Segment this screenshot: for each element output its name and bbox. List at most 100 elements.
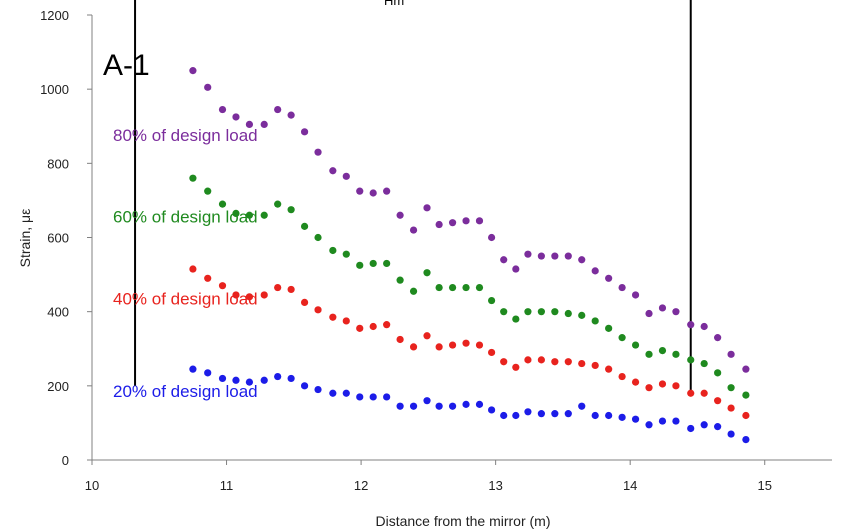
data-point bbox=[714, 334, 722, 342]
data-point bbox=[578, 359, 586, 368]
x-ticks: 10 11 12 13 14 15 bbox=[85, 460, 772, 493]
data-point bbox=[218, 200, 227, 208]
data-point bbox=[260, 211, 268, 219]
data-point bbox=[356, 393, 364, 401]
data-point bbox=[232, 113, 240, 121]
data-point bbox=[618, 283, 626, 292]
series-label: 80% of design load bbox=[113, 126, 258, 145]
data-point bbox=[591, 411, 599, 420]
data-point bbox=[591, 267, 599, 275]
series-label: 20% of design load bbox=[113, 382, 258, 401]
data-point bbox=[369, 393, 377, 401]
data-point bbox=[329, 313, 337, 321]
data-point bbox=[742, 436, 750, 444]
data-point bbox=[605, 274, 613, 282]
data-point bbox=[274, 200, 282, 208]
data-point bbox=[314, 306, 322, 314]
data-point bbox=[423, 269, 431, 277]
data-point bbox=[396, 402, 404, 410]
data-point bbox=[742, 411, 750, 420]
data-point bbox=[435, 402, 443, 410]
data-point bbox=[500, 308, 508, 316]
data-point bbox=[423, 397, 431, 405]
data-point bbox=[189, 67, 197, 75]
series-labels: 80% of design load 60% of design load 40% … bbox=[113, 126, 258, 401]
data-point bbox=[287, 111, 295, 119]
data-point bbox=[204, 274, 212, 282]
panel-label: A-1 bbox=[103, 49, 150, 82]
data-point bbox=[204, 369, 212, 377]
x-tick-label: 13 bbox=[488, 478, 502, 493]
data-point bbox=[524, 308, 532, 316]
data-point bbox=[564, 252, 572, 260]
data-point bbox=[631, 378, 640, 386]
data-point bbox=[672, 350, 680, 358]
data-point bbox=[423, 332, 431, 340]
data-point bbox=[537, 410, 545, 418]
y-tick-label: 200 bbox=[47, 379, 69, 394]
data-point bbox=[672, 308, 680, 316]
data-point bbox=[700, 389, 708, 397]
data-point bbox=[537, 252, 545, 260]
data-point bbox=[245, 120, 254, 128]
data-point bbox=[551, 358, 559, 366]
data-point bbox=[409, 343, 418, 351]
plot-area bbox=[92, 15, 832, 460]
data-point bbox=[300, 382, 309, 390]
x-tick-label: 15 bbox=[757, 478, 771, 493]
data-point bbox=[618, 334, 626, 342]
data-point bbox=[537, 356, 545, 364]
data-point bbox=[605, 324, 613, 332]
data-point bbox=[409, 287, 418, 295]
data-point bbox=[658, 304, 667, 312]
data-point bbox=[512, 411, 520, 420]
data-point bbox=[218, 282, 227, 290]
y-tick-label: 1200 bbox=[40, 8, 69, 23]
data-point bbox=[329, 246, 337, 255]
data-point bbox=[189, 174, 197, 182]
data-point bbox=[500, 256, 508, 264]
y-tick-label: 0 bbox=[62, 453, 69, 468]
data-point bbox=[245, 211, 254, 219]
data-point bbox=[512, 363, 520, 371]
x-axis-label: Distance from the mirror (m) bbox=[375, 513, 550, 529]
data-point bbox=[700, 359, 708, 368]
data-point bbox=[448, 402, 457, 410]
data-point bbox=[658, 347, 667, 355]
data-point bbox=[591, 361, 599, 370]
data-point bbox=[564, 410, 572, 418]
data-point bbox=[618, 372, 626, 381]
data-point bbox=[687, 389, 695, 397]
data-point bbox=[462, 283, 470, 292]
data-point bbox=[218, 374, 227, 383]
data-point bbox=[687, 424, 695, 433]
data-point bbox=[578, 311, 586, 319]
data-point bbox=[204, 83, 212, 91]
data-point bbox=[260, 120, 268, 128]
data-point bbox=[727, 350, 735, 358]
data-point bbox=[564, 358, 572, 366]
data-point bbox=[448, 283, 457, 292]
data-point bbox=[383, 393, 391, 401]
data-point bbox=[618, 413, 626, 421]
data-point bbox=[300, 128, 309, 136]
data-point bbox=[232, 376, 240, 384]
data-point bbox=[329, 389, 337, 397]
data-point bbox=[742, 391, 750, 399]
data-point bbox=[383, 187, 391, 195]
data-point bbox=[369, 259, 377, 268]
y-tick-label: 1000 bbox=[40, 82, 69, 97]
data-point bbox=[260, 291, 268, 299]
data-point bbox=[462, 339, 470, 347]
data-point bbox=[742, 365, 750, 373]
series-label: 60% of design load bbox=[113, 208, 258, 227]
data-point bbox=[435, 283, 443, 292]
data-point bbox=[475, 283, 484, 292]
data-point bbox=[369, 322, 377, 331]
data-point bbox=[409, 226, 418, 234]
data-point bbox=[287, 374, 295, 383]
data-point bbox=[488, 233, 496, 242]
data-point bbox=[475, 341, 484, 349]
data-point bbox=[448, 341, 457, 349]
data-point bbox=[564, 309, 572, 318]
